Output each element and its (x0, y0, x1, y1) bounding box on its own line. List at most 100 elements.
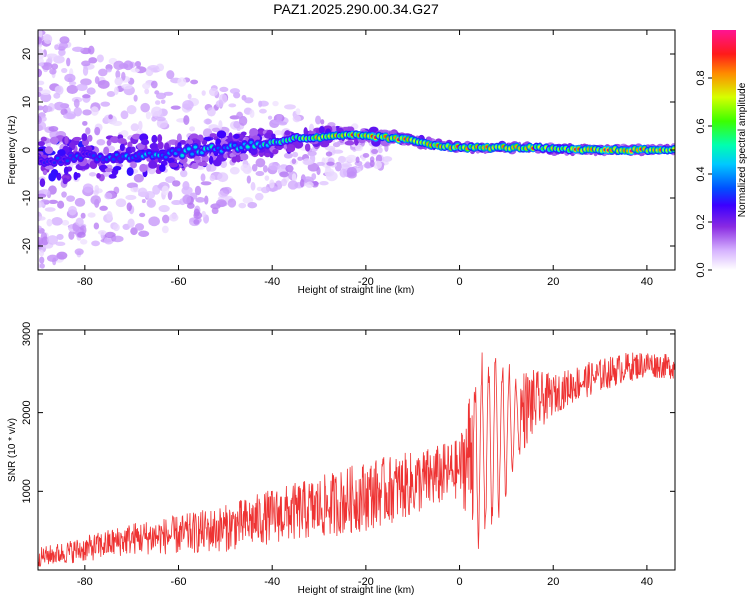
spectrogram-cell (44, 164, 55, 170)
spectrogram-noise-cell (82, 65, 89, 76)
spectrogram-noise-cell (66, 57, 71, 67)
spectrogram-cell (167, 157, 175, 164)
spectrogram-noise-cell (56, 251, 68, 260)
spectrogram-noise-cell (120, 110, 129, 120)
snr-x-tick-label: 40 (641, 576, 653, 588)
spectrogram-noise-cell (236, 111, 244, 119)
spectrogram-noise-cell (315, 115, 322, 125)
spectrogram-noise-cell (115, 198, 127, 208)
spectrogram-y-tick-label: 20 (21, 48, 33, 60)
spectrogram-noise-cell (211, 207, 219, 215)
spectrogram-noise-cell (251, 164, 258, 172)
spectrogram-noise-cell (80, 212, 86, 219)
spectrogram-x-label: Height of straight line (km) (298, 285, 415, 296)
spectrogram-noise-cell (291, 173, 297, 182)
spectrogram-noise-cell (54, 44, 60, 50)
spectrogram-noise-cell (195, 196, 205, 203)
spectrogram-noise-cell (121, 71, 126, 81)
spectrogram-noise-cell (93, 222, 100, 230)
spectrogram-cell (48, 172, 56, 182)
spectrogram-ridge-core (246, 145, 250, 149)
spectrogram-noise-cell (158, 205, 170, 213)
spectrogram-noise-cell (80, 78, 92, 86)
spectrogram-noise-cell (187, 93, 192, 100)
spectrogram-noise-cell (168, 213, 179, 222)
spectrogram-noise-cell (38, 200, 45, 208)
spectrogram-cell (223, 153, 228, 159)
spectrogram-noise-cell (66, 195, 75, 202)
spectrogram-noise-cell (299, 178, 305, 188)
spectrogram-cell (240, 131, 247, 136)
spectrogram-cell (126, 167, 134, 176)
spectrogram-noise-cell (220, 160, 228, 169)
spectrogram-noise-cell (228, 103, 237, 108)
spectrogram-noise-cell (98, 68, 108, 77)
spectrogram-noise-cell (250, 181, 256, 191)
spectrogram-noise-cell (177, 77, 187, 87)
spectrogram-cell (72, 136, 82, 141)
spectrogram-noise-cell (88, 57, 98, 64)
spectrogram-panel: -80 -60 -40 -20 0 20 40 -20 -10 0 10 20 Height of … (7, 29, 676, 296)
spectrogram-cell (131, 133, 142, 140)
spectrogram-noise-cell (193, 219, 200, 225)
spectrogram-cell (264, 152, 271, 158)
spectrogram-noise-cell (74, 197, 86, 207)
spectrogram-y-tick-label: 10 (21, 96, 33, 108)
spectrogram-cell (151, 134, 158, 144)
spectrogram-noise-cell (326, 161, 335, 166)
spectrogram-noise-cell (127, 218, 135, 228)
spectrogram-noise-cell (53, 101, 66, 111)
snr-x-tick-label: -80 (77, 576, 93, 588)
spectrogram-noise-cell (182, 194, 192, 205)
spectrogram-noise-cell (167, 190, 173, 201)
spectrogram-cell (44, 146, 54, 154)
spectrogram-noise-cell (339, 168, 348, 178)
snr-x-tick-label: -40 (264, 576, 280, 588)
snr-x-tick-label: 20 (547, 576, 559, 588)
spectrogram-noise-cell (41, 62, 53, 71)
spectrogram-noise-cell (172, 180, 181, 187)
spectrogram-cell (49, 136, 59, 145)
spectrogram-cell (330, 125, 337, 133)
spectrogram-noise-cell (147, 65, 160, 71)
spectrogram-noise-cell (186, 202, 195, 209)
spectrogram-noise-cell (319, 181, 329, 186)
spectrogram-noise-cell (217, 172, 229, 183)
spectrogram-cell (231, 156, 238, 163)
spectrogram-noise-cell (130, 187, 141, 193)
spectrogram-noise-cell (292, 151, 299, 158)
spectrogram-noise-cell (208, 87, 219, 97)
spectrogram-noise-cell (46, 53, 58, 59)
spectrogram-noise-cell (90, 195, 102, 205)
spectrogram-noise-cell (305, 181, 314, 188)
spectrogram-noise-cell (371, 148, 379, 154)
spectrogram-noise-cell (264, 175, 270, 181)
colorbar-axis: 0.0 0.2 0.4 0.6 0.8 (695, 70, 712, 278)
spectrogram-noise-cell (313, 181, 319, 186)
spectrogram-cell (303, 127, 308, 136)
spectrogram-noise-cell (39, 256, 45, 264)
spectrogram-noise-cell (362, 152, 370, 158)
spectrogram-noise-cell (39, 62, 44, 67)
spectrogram-cell (113, 165, 122, 171)
spectrogram-noise-cell (287, 180, 299, 190)
spectrogram-noise-cell (139, 212, 146, 218)
spectrogram-noise-cell (346, 166, 357, 177)
spectrogram-noise-cell (156, 63, 165, 72)
spectrogram-noise-cell (170, 105, 181, 110)
spectrogram-cell (148, 160, 158, 169)
spectrogram-noise-cell (73, 98, 80, 108)
colorbar-label: Normalized spectral amplitude (737, 82, 748, 217)
spectrogram-noise-cell (77, 231, 86, 238)
spectrogram-noise-cell (112, 223, 120, 232)
spectrogram-y-tick-label: -10 (21, 190, 33, 206)
spectrogram-noise-cell (121, 83, 133, 90)
spectrogram-noise-cell (254, 192, 264, 201)
spectrogram-noise-cell (130, 123, 140, 132)
spectrogram-noise-cell (103, 236, 114, 245)
spectrogram-noise-cell (53, 92, 61, 99)
spectrogram-noise-cell (233, 120, 241, 129)
spectrogram-x-tick-label: -60 (171, 276, 187, 288)
spectrogram-cell (106, 139, 112, 146)
spectrogram-x-tick-label: 40 (641, 276, 653, 288)
